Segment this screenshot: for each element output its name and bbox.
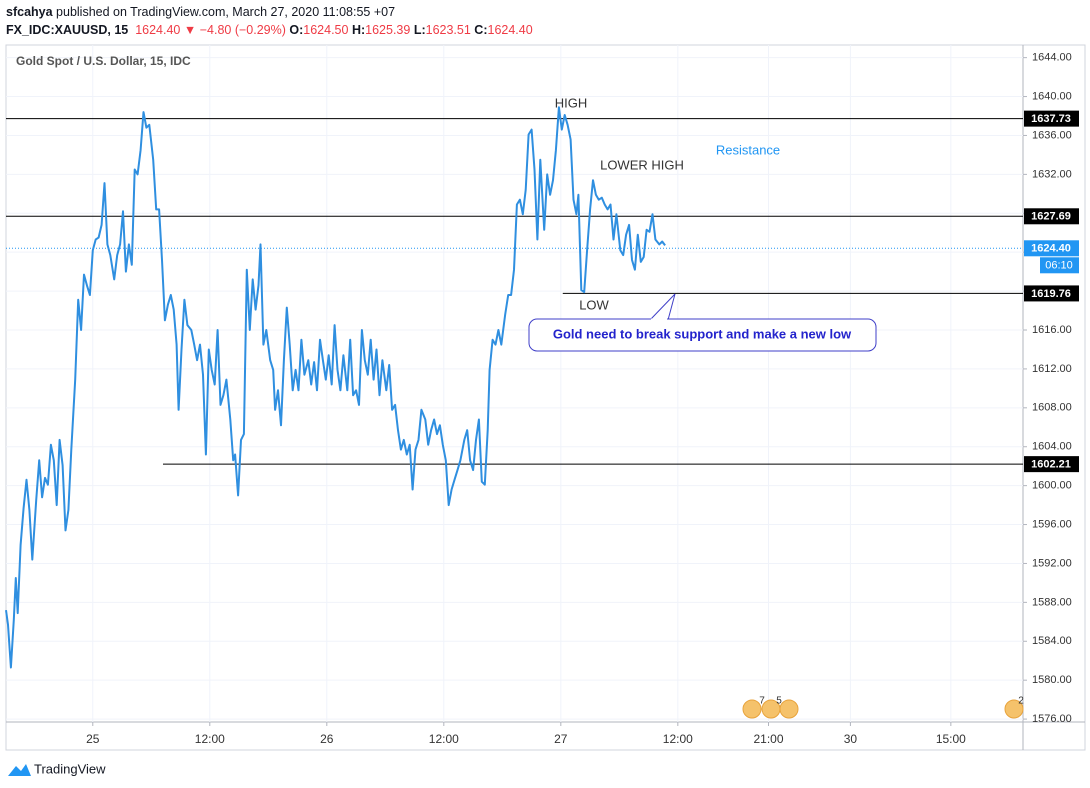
callout: Gold need to break support and make a ne…	[528, 293, 877, 352]
event-count: 2	[1018, 696, 1024, 707]
countdown: 06:10	[1045, 260, 1073, 272]
ohlc-key: H:	[351, 23, 366, 37]
ohlc: O:1624.50 H:1625.39 L:1623.51 C:1624.40	[289, 23, 532, 37]
event-icon	[1004, 699, 1024, 719]
y-tick-label: 1632.00	[1032, 168, 1072, 180]
level-label: 1637.73	[1031, 113, 1071, 125]
x-tick-label: 15:00	[936, 732, 966, 746]
published: published on TradingView.com, March 27, …	[52, 5, 396, 19]
y-tick-label: 1612.00	[1032, 363, 1072, 375]
author: sfcahya	[6, 5, 53, 19]
x-tick-label: 12:00	[429, 732, 459, 746]
event-icon	[779, 699, 799, 719]
event-count: 7	[759, 696, 765, 707]
ohlc-key: L:	[413, 23, 426, 37]
chart-title: Gold Spot / U.S. Dollar, 15, IDC	[16, 54, 191, 68]
level-label: 1619.76	[1031, 288, 1071, 300]
grid	[6, 45, 1023, 722]
ohlc-value: 1625.39	[365, 23, 411, 37]
last-price-label: 1624.40	[1031, 243, 1071, 255]
x-tick-label: 12:00	[195, 732, 225, 746]
axes: 1576.00 1580.00 1584.00 1588.00 1592.00 1596.…	[86, 52, 1079, 746]
callout-text: Gold need to break support and make a ne…	[553, 326, 852, 341]
annotation: Resistance	[716, 142, 780, 157]
x-tick-label: 21:00	[753, 732, 783, 746]
price-line	[5, 106, 666, 669]
x-tick-label: 27	[554, 732, 568, 746]
y-tick-label: 1608.00	[1032, 402, 1072, 414]
change: ▼ −4.80 (−0.29%)	[183, 23, 286, 37]
y-tick-label: 1616.00	[1032, 324, 1072, 336]
x-tick-label: 26	[320, 732, 334, 746]
y-tick-label: 1596.00	[1032, 518, 1072, 530]
y-tick-label: 1580.00	[1032, 674, 1072, 686]
level-label: 1627.69	[1031, 211, 1071, 223]
annotation: LOW	[579, 297, 609, 312]
level-tag	[1024, 285, 1079, 302]
level-label: 1602.21	[1031, 459, 1071, 471]
annotation: LOWER HIGH	[600, 157, 684, 172]
ohlc-value: 1624.50	[303, 23, 349, 37]
y-tick-label: 1644.00	[1032, 52, 1072, 64]
level-tag	[1024, 208, 1079, 225]
header: sfcahya published on TradingView.com, Ma…	[6, 3, 533, 39]
y-tick-label: 1604.00	[1032, 441, 1072, 453]
y-tick-label: 1592.00	[1032, 557, 1072, 569]
ohlc-value: 1623.51	[425, 23, 471, 37]
y-tick-label: 1600.00	[1032, 480, 1072, 492]
last-price-tag	[1024, 240, 1079, 257]
event-count: 5	[776, 696, 782, 707]
level-tag	[1024, 110, 1079, 127]
header-line-1: sfcahya published on TradingView.com, Ma…	[6, 3, 533, 21]
callout-box	[528, 318, 877, 352]
x-tick-label: 25	[86, 732, 100, 746]
event-icons: 7 5 2	[742, 696, 1024, 719]
brand: TradingView	[34, 761, 106, 776]
y-tick-label: 1588.00	[1032, 596, 1072, 608]
ohlc-value: 1624.40	[487, 23, 533, 37]
last: 1624.40	[135, 23, 181, 37]
symbol: FX_IDC:XAUUSD, 15	[6, 23, 129, 37]
header-line-2: FX_IDC:XAUUSD, 15 1624.40 ▼ −4.80 (−0.29…	[6, 21, 533, 39]
y-tick-label: 1636.00	[1032, 129, 1072, 141]
ohlc-key: C:	[474, 23, 488, 37]
countdown-tag	[1040, 257, 1079, 274]
ohlc-key: O:	[289, 23, 304, 37]
annotation: HIGH	[555, 95, 588, 110]
level-tag	[1024, 456, 1079, 473]
x-tick-label: 12:00	[663, 732, 693, 746]
y-tick-label: 1576.00	[1032, 713, 1072, 725]
chart-frame	[5, 44, 1086, 751]
x-tick-label: 30	[844, 732, 858, 746]
event-icon	[742, 699, 762, 719]
footer: TradingView	[8, 761, 106, 776]
y-tick-label: 1640.00	[1032, 90, 1072, 102]
marks	[5, 106, 1023, 669]
callout-pointer	[649, 293, 676, 321]
brand-logo	[8, 764, 31, 776]
y-tick-label: 1584.00	[1032, 635, 1072, 647]
